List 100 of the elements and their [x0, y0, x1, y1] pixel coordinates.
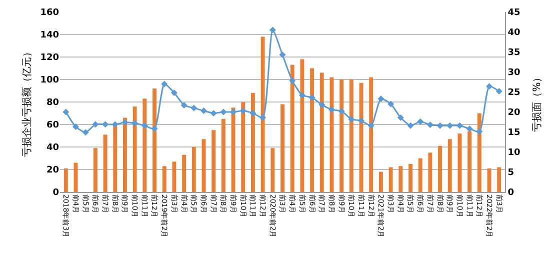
y2-tick-label: 5: [508, 168, 514, 178]
bar: [468, 131, 472, 192]
bar: [408, 164, 412, 192]
point: [190, 104, 198, 112]
point: [122, 119, 128, 126]
y-tick-label: 60: [46, 120, 59, 131]
bar: [448, 139, 452, 192]
point: [240, 108, 246, 114]
point: [407, 122, 414, 129]
bar: [260, 36, 265, 192]
y2-tick-label: 15: [508, 128, 520, 138]
point: [102, 121, 109, 128]
bar: [340, 80, 344, 192]
point: [348, 116, 355, 122]
point: [82, 129, 89, 136]
point: [318, 102, 326, 108]
bar: [378, 172, 383, 192]
bar: [152, 88, 156, 192]
point: [141, 122, 148, 129]
y-tick-label: 120: [40, 53, 59, 64]
bar: [477, 113, 482, 192]
point: [378, 96, 384, 102]
bar: [182, 154, 186, 192]
bar: [270, 148, 275, 192]
y-tick-label: 0: [52, 188, 59, 198]
point: [476, 128, 483, 135]
bar: [310, 68, 314, 192]
bar: [172, 162, 176, 192]
point: [388, 100, 394, 108]
point: [417, 118, 424, 125]
bar: [251, 93, 255, 192]
bar: [418, 158, 422, 192]
bar: [113, 124, 118, 192]
y2-axis-title: 亏损面（%）: [531, 72, 543, 132]
point: [269, 26, 276, 34]
bar: [142, 98, 147, 192]
y2-tick-label: 45: [508, 8, 520, 18]
y-tick-label: 100: [40, 76, 59, 86]
bar: [398, 166, 403, 192]
bar: [241, 102, 246, 192]
point: [210, 110, 217, 116]
y-tick-label: 20: [46, 166, 59, 176]
bar: [290, 64, 294, 192]
bar: [132, 106, 137, 192]
bar: [300, 59, 304, 192]
bar: [320, 72, 324, 192]
bar: [349, 80, 354, 192]
bar: [162, 166, 166, 192]
point: [436, 122, 444, 129]
point: [328, 106, 335, 113]
y2-tick-label: 10: [508, 148, 520, 158]
y-tick-label: 40: [46, 143, 59, 154]
point: [279, 52, 286, 58]
y2-tick-label: 25: [508, 88, 520, 98]
bar: [428, 152, 432, 192]
y-tick-label: 80: [46, 98, 59, 108]
bar: [497, 167, 502, 192]
y2-tick-label: 40: [508, 28, 520, 38]
bar: [221, 118, 226, 192]
point: [298, 92, 306, 98]
point: [230, 108, 237, 116]
y-tick-label: 160: [40, 8, 59, 18]
point: [358, 118, 365, 124]
point: [446, 122, 454, 129]
point: [426, 122, 434, 128]
point: [72, 124, 79, 130]
point: [132, 120, 138, 126]
bar: [458, 134, 462, 192]
point: [260, 114, 266, 121]
point: [338, 108, 345, 114]
point: [496, 88, 502, 94]
point: [170, 90, 178, 96]
point: [92, 121, 99, 128]
bar: [212, 130, 216, 192]
bar: [64, 168, 68, 192]
bar: [280, 104, 284, 192]
point: [486, 83, 492, 90]
point: [161, 80, 168, 88]
bar: [103, 134, 108, 192]
point: [308, 94, 316, 101]
bar: [369, 77, 374, 192]
point: [200, 108, 207, 114]
y2-tick-label: 0: [508, 188, 514, 198]
point: [220, 108, 227, 116]
point: [151, 126, 158, 132]
point: [368, 122, 374, 129]
point: [397, 114, 404, 121]
point: [180, 102, 188, 108]
bar: [192, 147, 196, 192]
y2-tick-label: 30: [508, 68, 520, 78]
bar: [123, 118, 127, 192]
bar: [388, 167, 393, 192]
bar: [438, 146, 442, 192]
point: [62, 108, 70, 116]
y2-tick-label: 35: [508, 48, 520, 58]
y-tick-label: 140: [40, 30, 59, 41]
point: [112, 121, 118, 128]
point: [466, 126, 473, 132]
y-axis-title: 亏损企业亏损额（亿元）: [21, 47, 33, 157]
y2-tick-label: 20: [508, 108, 520, 118]
